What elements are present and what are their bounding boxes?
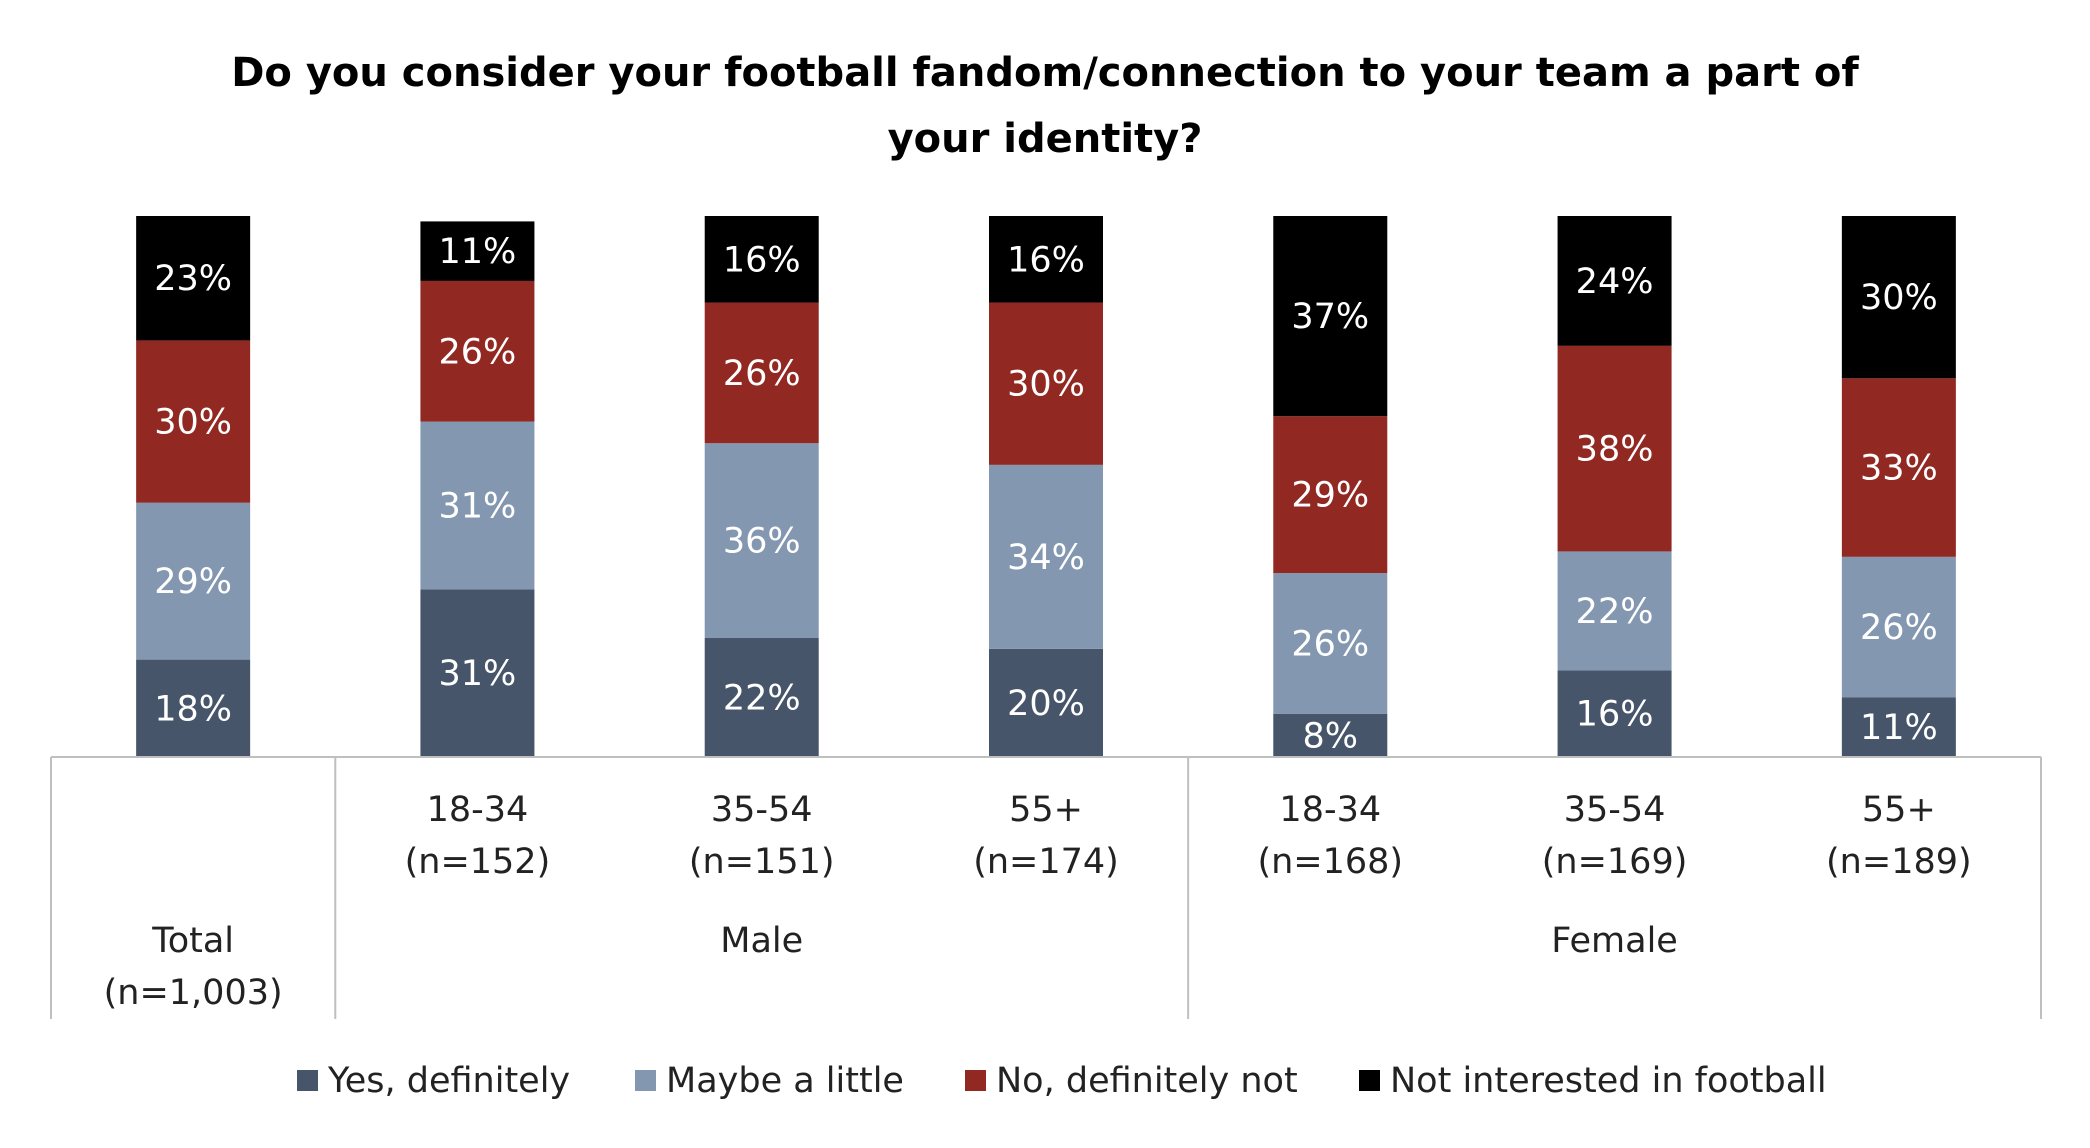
x-tick-label: 35-54: [1564, 790, 1666, 830]
bar-segment: [704, 637, 819, 757]
chart-title: Do you consider your football fandom/con…: [231, 50, 1859, 162]
x-tick-label: 35-54: [711, 790, 813, 830]
value-label: 11%: [439, 232, 517, 272]
legend-swatch: [1359, 1070, 1380, 1091]
value-label: 18%: [154, 689, 232, 729]
bar-segment: [420, 221, 535, 281]
bar-segment: [1841, 697, 1956, 757]
value-label: 8%: [1303, 716, 1359, 756]
bar-segment: [136, 216, 251, 341]
bar-segment: [989, 648, 1103, 757]
x-tick-label: (n=169): [1542, 842, 1688, 882]
x-tick-label: Total: [151, 921, 234, 961]
value-label: 16%: [1007, 240, 1085, 280]
legend-label: Yes, definitely: [327, 1061, 570, 1101]
bar-segment: [1273, 216, 1388, 417]
legend-label: No, definitely not: [996, 1061, 1298, 1101]
x-tick-label: (n=152): [405, 842, 551, 882]
group-label: Female: [1551, 921, 1678, 961]
bar-segment: [989, 464, 1103, 649]
legend-swatch: [965, 1070, 986, 1091]
bar-segment: [704, 302, 819, 444]
bar-segment: [1273, 713, 1388, 757]
bar-segment: [136, 340, 251, 503]
bar-segment: [704, 216, 819, 303]
value-label: 38%: [1576, 430, 1654, 470]
legend-label: Maybe a little: [666, 1061, 904, 1101]
bar-segment: [1557, 551, 1672, 671]
bar-segment: [420, 589, 535, 757]
bar-segment: [989, 216, 1103, 303]
x-tick-label: (n=1,003): [104, 973, 283, 1013]
bar-segment: [704, 443, 819, 638]
value-label: 16%: [723, 240, 801, 280]
value-label: 36%: [723, 522, 801, 562]
value-label: 26%: [1291, 624, 1369, 664]
bar-segment: [1273, 416, 1388, 574]
value-label: 26%: [723, 354, 801, 394]
value-label: 20%: [1007, 684, 1085, 724]
bar-segment: [1841, 556, 1956, 698]
value-label: 26%: [1860, 608, 1938, 648]
bar-segment: [1557, 216, 1672, 346]
x-tick-label: (n=189): [1826, 842, 1972, 882]
value-label: 22%: [723, 678, 801, 718]
x-tick-label: 55+: [1009, 790, 1083, 830]
group-label: Male: [720, 921, 803, 961]
bar-segment: [420, 280, 535, 422]
bar-segment: [1841, 216, 1956, 379]
x-tick-label: 18-34: [1279, 790, 1381, 830]
x-tick-label: (n=151): [689, 842, 835, 882]
bar-segment: [136, 502, 251, 660]
x-tick-label: (n=168): [1257, 842, 1403, 882]
legend-label: Not interested in football: [1390, 1061, 1827, 1101]
value-label: 16%: [1576, 695, 1654, 735]
value-label: 29%: [154, 562, 232, 602]
bar-segment: [1841, 378, 1956, 557]
legend-swatch: [297, 1070, 318, 1091]
value-label: 11%: [1860, 708, 1938, 748]
bar-segment: [1557, 670, 1672, 757]
value-label: 29%: [1291, 476, 1369, 516]
bar-segment: [989, 302, 1103, 465]
value-label: 37%: [1291, 297, 1369, 337]
value-label: 33%: [1860, 449, 1938, 489]
value-label: 30%: [1007, 365, 1085, 405]
value-label: 23%: [154, 259, 232, 299]
value-label: 31%: [439, 654, 517, 694]
value-label: 34%: [1007, 538, 1085, 578]
value-label: 26%: [439, 332, 517, 372]
value-label: 30%: [1860, 278, 1938, 318]
bar-segment: [136, 659, 251, 757]
value-label: 31%: [439, 486, 517, 526]
value-label: 30%: [154, 403, 232, 443]
bar-segment: [1273, 573, 1388, 714]
value-label: 24%: [1576, 262, 1654, 302]
x-tick-label: 55+: [1862, 790, 1936, 830]
bar-segment: [1557, 345, 1672, 552]
legend-swatch: [635, 1070, 656, 1091]
x-tick-label: (n=174): [973, 842, 1119, 882]
value-label: 22%: [1576, 592, 1654, 632]
x-tick-label: 18-34: [427, 790, 529, 830]
bar-segment: [420, 421, 535, 590]
